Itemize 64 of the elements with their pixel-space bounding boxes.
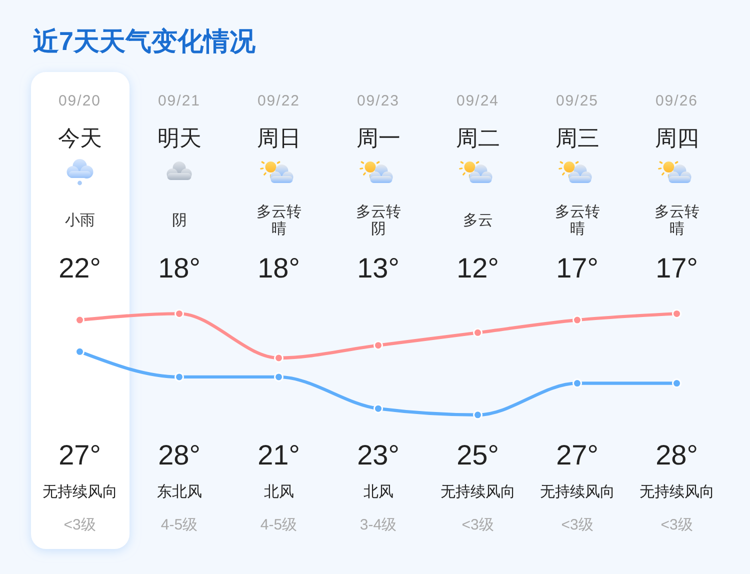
data-label: 17° <box>656 252 698 284</box>
x-tick-label: 09/25 <box>556 92 599 110</box>
text: <3级 <box>660 516 693 534</box>
text: 北风 <box>264 484 294 500</box>
text: 北风 <box>363 484 394 500</box>
data-label: 13° <box>357 252 400 284</box>
x-tick-label: 09/23 <box>356 92 400 110</box>
text: 明天 <box>157 126 202 150</box>
point <box>672 378 682 388</box>
data-label: 21° <box>258 440 300 470</box>
point <box>572 378 582 388</box>
data-label: 27° <box>58 440 101 470</box>
text: 周一 <box>356 126 400 150</box>
point <box>473 328 482 338</box>
x-tick-label: 09/26 <box>655 92 698 110</box>
point <box>174 308 184 318</box>
x-tick-label: 09/22 <box>257 92 300 110</box>
point <box>374 340 383 350</box>
text: 今天 <box>58 126 102 150</box>
text: 东北风 <box>156 484 202 500</box>
x-tick-label: 09/21 <box>158 92 201 110</box>
data-label: 22° <box>58 252 101 284</box>
data-label: 27° <box>556 440 598 470</box>
data-label: 17° <box>556 252 598 284</box>
point <box>572 315 582 325</box>
point <box>75 346 84 356</box>
data-label: 28° <box>656 440 698 470</box>
text: 无持续风向 <box>440 484 516 500</box>
text: 周四 <box>654 126 699 150</box>
text: <3级 <box>64 516 96 534</box>
data-label: 18° <box>258 252 300 284</box>
text: 无持续风向 <box>540 484 615 500</box>
text: 多云转晴 <box>256 203 302 237</box>
data-label: 18° <box>158 252 200 284</box>
point <box>473 410 482 420</box>
text: 4-5级 <box>160 516 198 534</box>
data-label: 28° <box>158 440 200 470</box>
point <box>274 372 284 382</box>
text: 周三 <box>555 126 600 150</box>
title: 近7天天气变化情况 <box>33 26 256 56</box>
text: 无持续风向 <box>42 484 118 500</box>
point <box>672 308 682 318</box>
x-tick-label: 09/20 <box>58 92 102 110</box>
text: 多云转阴 <box>356 203 401 237</box>
data-label: 23° <box>357 440 400 470</box>
text: 阴 <box>172 212 187 228</box>
text: <3级 <box>462 516 494 534</box>
text: 周二 <box>456 126 500 150</box>
text: 多云转晴 <box>654 203 700 237</box>
point <box>274 353 284 363</box>
point <box>75 315 84 325</box>
text: 4-5级 <box>260 516 298 534</box>
text: 多云转晴 <box>554 203 600 237</box>
point <box>374 404 383 414</box>
text: <3级 <box>561 516 594 534</box>
data-label: 25° <box>456 440 499 470</box>
text: 3-4级 <box>360 516 397 534</box>
text: 多云 <box>462 212 493 228</box>
text: 无持续风向 <box>639 484 714 500</box>
text: 小雨 <box>64 212 95 228</box>
point <box>174 372 184 382</box>
text: 周日 <box>256 126 301 150</box>
data-label: 12° <box>456 252 499 284</box>
x-tick-label: 09/24 <box>456 92 500 110</box>
